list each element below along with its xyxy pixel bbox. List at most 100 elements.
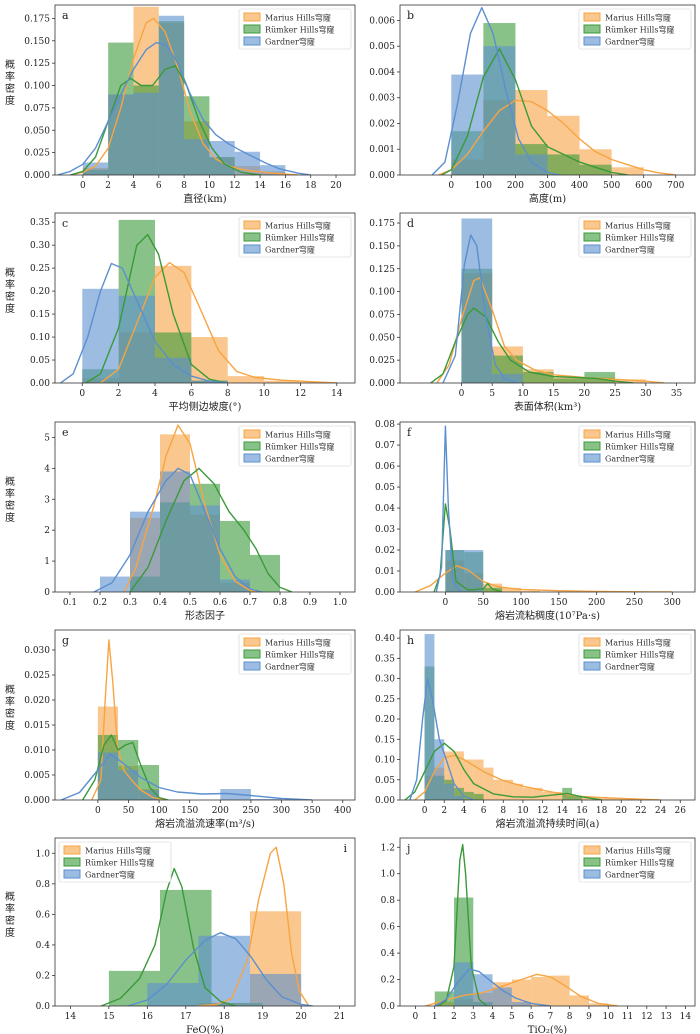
y-axis-label: 概率密度	[5, 683, 15, 732]
panel-label: g	[62, 634, 69, 647]
y-tick-label: 0.25	[375, 695, 395, 705]
x-tick-label: 0.7	[243, 598, 258, 608]
panel-label: j	[405, 842, 410, 855]
histogram-bar	[502, 587, 522, 592]
x-axis-label: 熔岩流溢流速率(m³/s)	[155, 817, 255, 830]
legend-entry: Gardner穹窿	[605, 245, 655, 255]
histogram-bar	[227, 376, 265, 383]
y-tick-label: 0.025	[24, 671, 50, 681]
histogram-bar	[483, 587, 503, 592]
histogram-bar	[209, 141, 235, 175]
x-axis-label: 表面体积(km³)	[514, 400, 581, 413]
y-tick-label: 0.050	[24, 126, 50, 136]
legend-entry: Rümker Hills穹窿	[605, 25, 674, 35]
x-tick-label: 18	[305, 181, 317, 191]
axes-frame	[54, 4, 356, 176]
legend-swatch	[243, 12, 261, 22]
histogram-bar	[569, 995, 589, 1006]
x-tick-label: 20	[616, 806, 628, 816]
histogram-bar	[584, 372, 616, 383]
x-tick-label: 300	[273, 806, 290, 816]
x-tick-label: 13	[660, 1012, 672, 1022]
histogram-bar	[198, 935, 250, 1006]
x-tick-label: 10	[517, 806, 529, 816]
y-tick-label: 0.000	[24, 171, 50, 181]
x-tick-label: 200	[212, 806, 229, 816]
y-axis-label: 概率密度	[5, 266, 15, 315]
x-tick-label: 250	[242, 806, 259, 816]
y-tick-label: 0.00	[30, 379, 50, 389]
x-tick-label: 35	[671, 389, 683, 399]
x-tick-label: 17	[180, 1012, 192, 1022]
x-tick-label: 24	[655, 806, 667, 816]
legend-entry: Gardner穹窿	[265, 37, 315, 47]
x-tick-label: 16	[576, 806, 588, 816]
y-tick-label: 0.20	[375, 715, 395, 725]
legend-swatch	[63, 869, 81, 879]
density-curve	[91, 639, 166, 800]
legend-entry: Gardner穹窿	[605, 662, 655, 672]
x-tick-label: 16	[142, 1012, 154, 1022]
x-tick-label: 50	[477, 598, 489, 608]
y-tick-label: 0.010	[24, 746, 50, 756]
plot-area	[93, 424, 293, 592]
legend-entry: Marius Hills穹窿	[265, 221, 331, 231]
panel-label: b	[407, 9, 414, 22]
histogram-bar	[601, 798, 612, 800]
panel-label: a	[62, 9, 69, 22]
y-tick-label: 0.30	[30, 241, 50, 251]
legend-entry: Rümker Hills穹窿	[265, 25, 334, 35]
y-tick-label: 0.030	[24, 646, 50, 656]
panel-i: 14 15 16 17 18 19 20 21 0.0 0.2 0.4 0.6 0.8 1.0 FeO(%)…	[5, 837, 356, 1034]
x-tick-label: 8	[500, 806, 506, 816]
density-curve	[414, 754, 661, 800]
x-tick-label: 8	[567, 1012, 573, 1022]
density-curve	[414, 565, 673, 592]
x-tick-label: 50	[123, 806, 135, 816]
histogram-bar	[191, 337, 228, 383]
y-tick-label: 0.150	[369, 242, 395, 252]
legend-entry: Rümker Hills穹窿	[605, 650, 674, 660]
legend-swatch	[583, 661, 601, 671]
y-tick-label: 0.125	[369, 265, 395, 275]
x-tick-label: 0	[79, 389, 85, 399]
histogram-bar	[461, 218, 493, 383]
histogram-bar	[473, 759, 484, 800]
histogram-bar	[444, 751, 455, 800]
x-tick-label: 12	[537, 806, 548, 816]
plot-area	[60, 219, 337, 383]
histogram-bar	[424, 634, 435, 800]
legend-swatch	[583, 12, 601, 22]
y-tick-label: 1.2	[381, 843, 395, 853]
histogram-bar	[511, 979, 532, 1006]
x-tick-label: 11	[622, 1012, 633, 1022]
histogram-bar	[454, 787, 464, 800]
x-axis-label: 直径(km)	[183, 192, 226, 205]
y-tick-label: 0.015	[24, 721, 50, 731]
density-curve	[93, 467, 263, 592]
x-axis-label: 熔岩流粘稠度(10⁷Pa·s)	[495, 609, 600, 622]
histogram-bar	[264, 380, 301, 383]
x-tick-label: 0.2	[93, 598, 107, 608]
x-tick-label: 12	[229, 181, 240, 191]
panel-b: 0 100 200 300 400 500 600 700 0.000 0.001 0.002 0.0…	[369, 4, 696, 205]
histogram-bar	[444, 783, 455, 800]
x-tick-label: 0	[413, 1012, 419, 1022]
density-curve	[60, 753, 313, 800]
legend: Marius Hills穹窿 Rümker Hills穹窿 Gardner穹窿	[58, 841, 172, 883]
y-tick-label: 5	[44, 433, 50, 443]
density-curve	[434, 968, 551, 1006]
y-tick-label: 0.04	[375, 504, 395, 514]
y-tick-label: 0.6	[36, 910, 51, 920]
x-tick-label: 350	[304, 806, 321, 816]
histogram-bar	[515, 154, 548, 175]
histogram-bar	[521, 590, 540, 592]
x-tick-label: 0	[422, 806, 428, 816]
y-axis-label: 概率密度	[5, 475, 15, 524]
y-tick-label: 0.02	[375, 546, 395, 556]
density-curve	[409, 677, 475, 800]
legend-swatch	[243, 649, 261, 659]
y-tick-label: 0.30	[375, 675, 395, 685]
plot-area	[404, 634, 661, 800]
